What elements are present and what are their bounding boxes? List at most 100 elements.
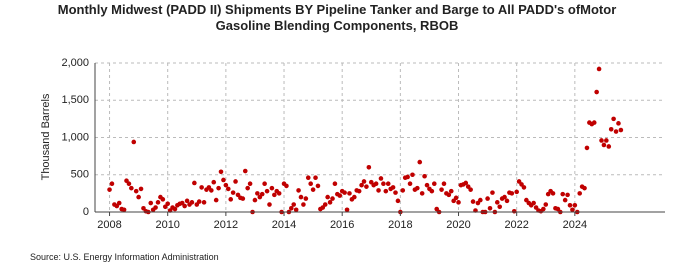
point: [315, 183, 321, 189]
point: [364, 184, 369, 189]
point: [410, 172, 415, 178]
point: [313, 175, 318, 181]
point: [562, 197, 568, 203]
point: [138, 186, 144, 192]
point: [296, 188, 301, 193]
point: [225, 186, 231, 192]
x-tick-label: 2008: [97, 219, 121, 231]
point: [395, 198, 401, 204]
point: [284, 183, 289, 189]
point: [211, 179, 217, 185]
point: [468, 187, 473, 192]
point: [131, 139, 137, 145]
point: [308, 181, 313, 186]
point: [577, 191, 583, 196]
point: [262, 181, 267, 186]
point: [390, 185, 396, 190]
point: [213, 197, 219, 203]
y-tick-label: 2,000: [61, 57, 89, 69]
point: [417, 159, 423, 165]
point: [310, 187, 316, 192]
point: [550, 191, 556, 196]
point: [616, 121, 621, 126]
point: [446, 192, 452, 198]
point: [560, 191, 566, 197]
x-tick-label: 2018: [388, 219, 412, 231]
point: [419, 191, 425, 196]
point: [596, 66, 602, 72]
point: [490, 190, 495, 195]
point: [291, 202, 297, 207]
point: [305, 175, 311, 181]
points: [107, 66, 624, 215]
point: [456, 200, 461, 205]
point: [514, 189, 519, 195]
point: [330, 196, 335, 201]
point: [221, 177, 226, 183]
point: [584, 145, 590, 151]
point: [199, 185, 204, 190]
point: [487, 205, 493, 211]
point: [293, 207, 299, 213]
point: [247, 181, 253, 186]
point: [606, 144, 612, 149]
y-tick-label: 1,500: [61, 94, 89, 106]
point: [301, 202, 306, 207]
point: [259, 191, 265, 197]
point: [601, 142, 607, 148]
point: [424, 182, 430, 188]
x-tick-label: 2024: [563, 219, 587, 231]
point: [153, 205, 158, 210]
point: [422, 173, 427, 179]
point: [393, 190, 398, 195]
point: [344, 207, 350, 213]
point: [228, 197, 234, 202]
point: [148, 200, 154, 206]
point: [618, 127, 624, 133]
point: [342, 190, 347, 195]
point: [509, 191, 515, 196]
y-tick-label: 500: [71, 169, 89, 181]
point: [133, 188, 139, 194]
point: [582, 185, 587, 191]
point: [332, 181, 338, 186]
point: [448, 188, 454, 194]
point: [121, 207, 127, 213]
point: [189, 200, 195, 205]
point: [209, 188, 214, 193]
point: [216, 185, 221, 191]
y-tick-label: 1,000: [61, 131, 89, 143]
point: [429, 188, 435, 194]
point: [361, 179, 367, 184]
point: [230, 190, 236, 195]
point: [599, 138, 604, 143]
point: [160, 197, 166, 202]
chart-title: Monthly Midwest (PADD II) Shipments BY P…: [58, 2, 617, 17]
point: [531, 200, 536, 206]
point: [347, 191, 352, 196]
point: [381, 181, 386, 186]
y-tick-label: 0: [83, 206, 89, 218]
point: [165, 201, 171, 207]
point: [405, 174, 410, 180]
point: [502, 194, 507, 200]
point: [385, 181, 391, 186]
point: [240, 196, 246, 201]
point: [378, 176, 384, 181]
point: [322, 202, 328, 207]
point: [269, 185, 275, 191]
point: [504, 198, 510, 204]
point: [252, 197, 258, 203]
point: [407, 181, 413, 186]
point: [245, 185, 250, 191]
point: [485, 196, 490, 201]
point: [172, 206, 178, 212]
point: [470, 199, 476, 204]
point: [521, 185, 527, 190]
point: [604, 138, 609, 143]
point: [441, 181, 447, 186]
point: [613, 129, 619, 134]
point: [337, 193, 343, 198]
point: [242, 168, 248, 174]
